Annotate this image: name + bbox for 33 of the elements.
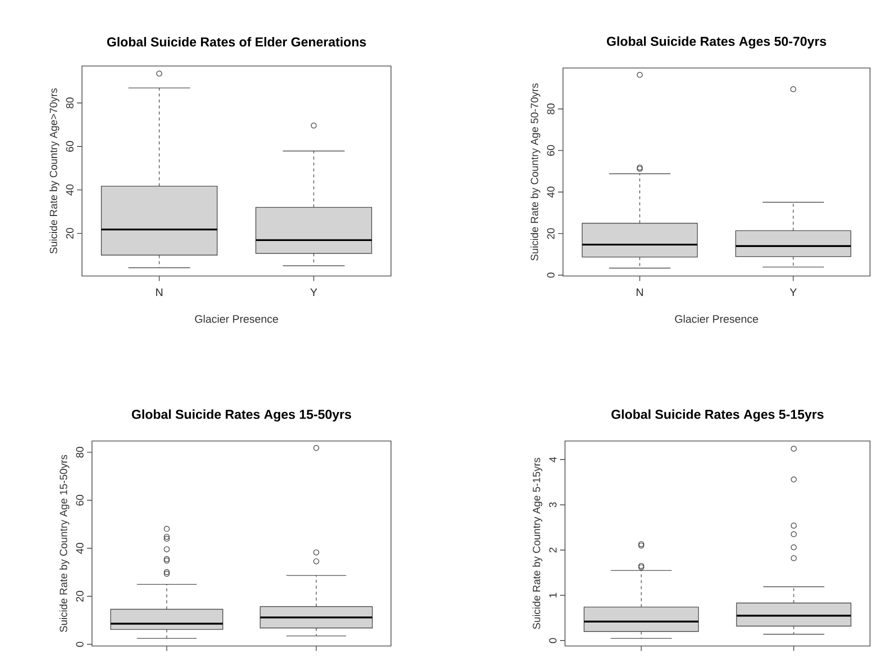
y-tick-label: 3	[549, 502, 557, 508]
y-axis-title: Suicide Rate by Country Age>70yrs	[50, 88, 60, 254]
y-tick-label: 80	[547, 104, 555, 114]
chart-title: Global Suicide Rates of Elder Generations	[107, 37, 366, 47]
x-tick-label: N	[156, 288, 162, 296]
y-tick-label: 20	[66, 228, 74, 239]
chart-title: Global Suicide Rates Ages 50-70yrs	[606, 36, 826, 49]
y-axis-title: Suicide Rate by Country Age 50-70yrs	[530, 83, 540, 260]
y-tick-label: 0	[76, 642, 84, 647]
y-tick-label: 0	[549, 638, 557, 644]
y-tick-label: 20	[547, 228, 555, 239]
x-axis-title: Glacier Presence	[195, 314, 278, 323]
y-axis-title: Suicide Rate by Country Age 5-15yrs	[532, 458, 542, 630]
y-tick-label: 60	[547, 145, 555, 156]
x-tick-label: Y	[310, 288, 318, 296]
y-tick-label: 1	[549, 592, 557, 598]
y-tick-label: 4	[549, 456, 557, 462]
y-tick-label: 40	[66, 184, 74, 196]
y-tick-label: 60	[76, 494, 84, 506]
y-tick-label: 80	[66, 98, 74, 108]
y-tick-label: 80	[76, 446, 84, 458]
y-tick-label: 40	[547, 186, 555, 198]
y-axis-title: Suicide Rate by Country Age 15-50yrs	[60, 454, 70, 632]
chart-title: Global Suicide Rates Ages 15-50yrs	[132, 409, 352, 422]
y-tick-label: 60	[66, 141, 74, 152]
y-tick-label: 0	[547, 272, 555, 278]
x-tick-label: N	[636, 288, 643, 296]
x-tick-label: Y	[790, 288, 797, 296]
y-tick-label: 40	[76, 542, 84, 554]
chart-title: Global Suicide Rates Ages 5-15yrs	[612, 409, 824, 422]
y-tick-label: 2	[549, 548, 557, 552]
x-axis-title: Glacier Presence	[675, 314, 758, 323]
y-tick-label: 20	[76, 590, 84, 602]
